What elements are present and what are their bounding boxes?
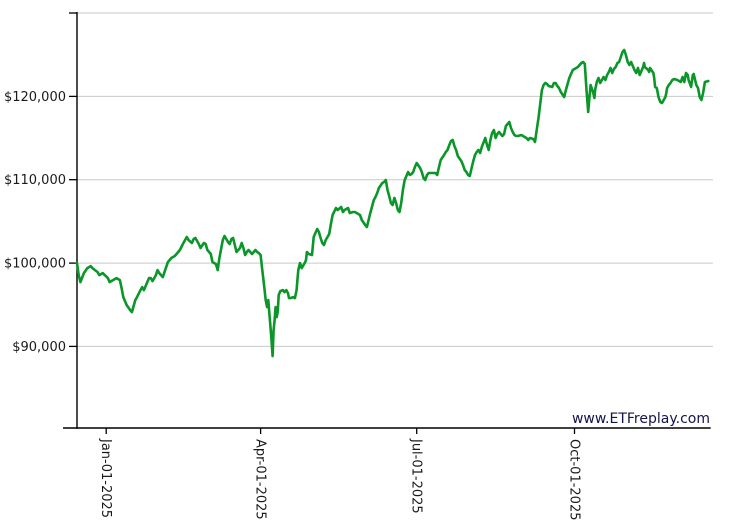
axis-labels-layer: $90,000 $100,000 $110,000 $120,000 Jan-01-20… bbox=[4, 90, 581, 521]
x-tick-label: Jul-01-2025 bbox=[409, 438, 424, 514]
data-series-layer bbox=[75, 48, 710, 358]
watermark-text: www.ETFreplay.com bbox=[572, 411, 710, 427]
portfolio-value-line bbox=[75, 48, 710, 358]
y-tick-label: $120,000 bbox=[4, 90, 66, 105]
y-tick-label: $110,000 bbox=[4, 173, 66, 188]
y-tick-label: $90,000 bbox=[12, 340, 66, 355]
x-tick-label: Apr-01-2025 bbox=[252, 439, 267, 520]
gridlines-layer bbox=[77, 12, 713, 347]
x-tick-label: Jan-01-2025 bbox=[98, 438, 113, 518]
x-tick-label: Oct-01-2025 bbox=[566, 439, 581, 521]
axes-layer bbox=[63, 12, 711, 434]
y-tick-label: $100,000 bbox=[4, 257, 66, 272]
